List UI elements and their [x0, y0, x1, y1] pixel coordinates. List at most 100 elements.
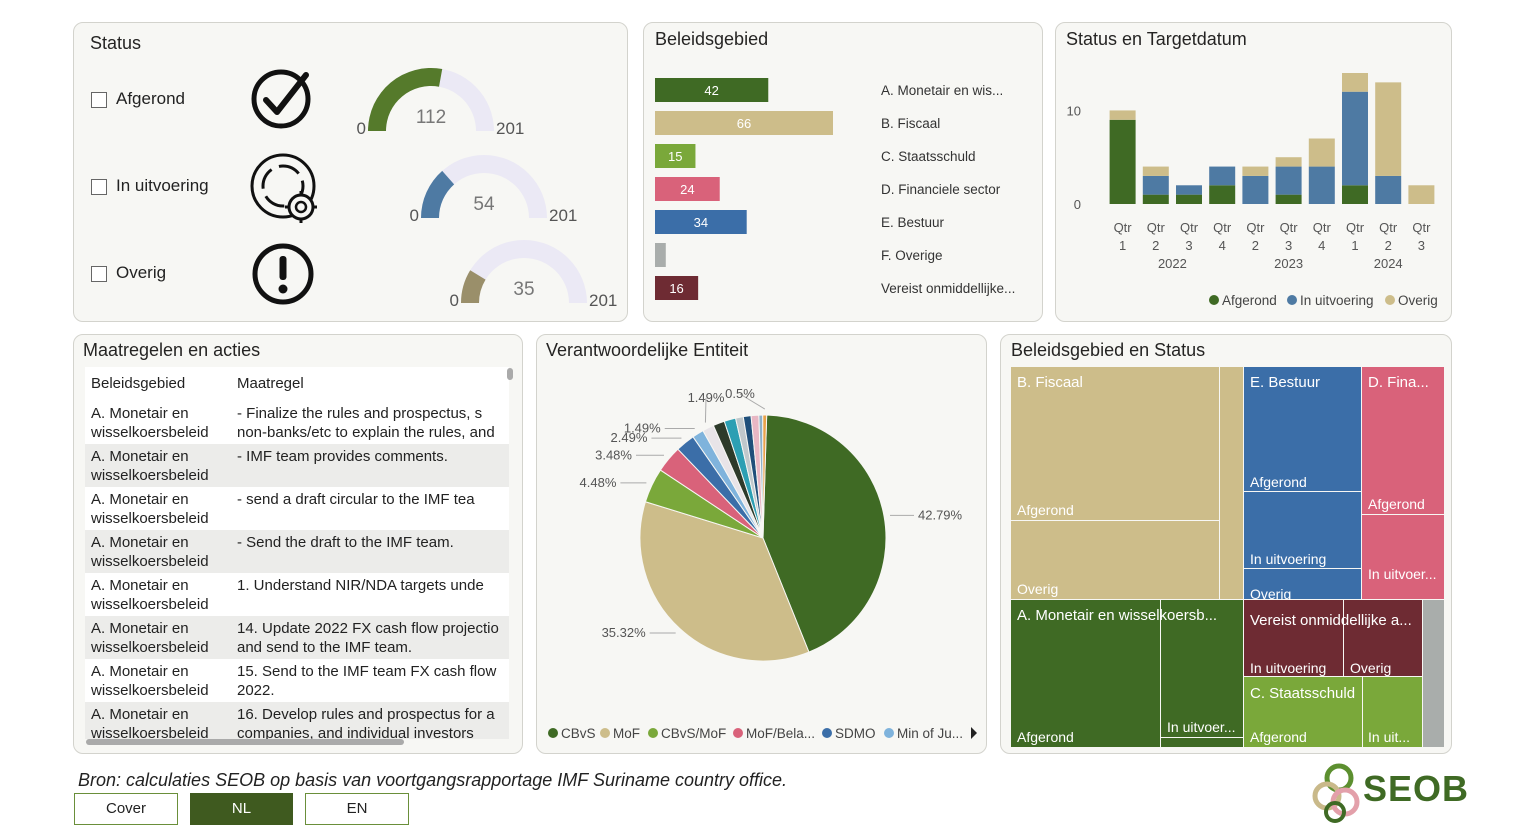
- stack-segment[interactable]: [1342, 185, 1368, 204]
- stack-segment[interactable]: [1242, 166, 1269, 176]
- stack-segment[interactable]: [1308, 166, 1335, 204]
- table-row[interactable]: A. Monetair en wisselkoersbeleid 1. Unders…: [85, 573, 509, 616]
- cell-text: 16. Develop rules and prospectus for a: [237, 706, 495, 723]
- pie-legend-label[interactable]: CBvS/MoF: [661, 726, 726, 741]
- seob-logo-text: SEOB: [1363, 768, 1470, 809]
- table-row[interactable]: A. Monetair en wisselkoersbeleid - IMF tea…: [85, 444, 509, 487]
- seob-logo: SEOB: [1305, 762, 1468, 824]
- x-year-label: 2023: [1274, 256, 1303, 271]
- tm-bestuur-overig[interactable]: [1244, 569, 1361, 599]
- tm-fina-afgerond[interactable]: [1362, 367, 1444, 514]
- stack-segment[interactable]: [1342, 73, 1368, 92]
- stack-segment[interactable]: [1109, 119, 1136, 204]
- stack-segment[interactable]: [1242, 175, 1269, 204]
- tm-monetair-uitv[interactable]: [1161, 600, 1243, 737]
- nl-button[interactable]: NL: [190, 793, 293, 825]
- cover-button[interactable]: Cover: [74, 793, 178, 825]
- in-uitvoering-label: In uitvoering: [116, 176, 209, 195]
- pie-slice[interactable]: [639, 501, 810, 662]
- bar-category-label: E. Bestuur: [881, 215, 945, 230]
- stack-segment[interactable]: [1209, 166, 1236, 186]
- col-header-beleidsgebied[interactable]: Beleidsgebied: [91, 375, 186, 392]
- x-year-label: 2024: [1374, 256, 1403, 271]
- table-row[interactable]: A. Monetair en wisselkoersbeleid - Send th…: [85, 530, 509, 573]
- legend-label[interactable]: Overig: [1398, 293, 1438, 308]
- table-row[interactable]: A. Monetair en wisselkoersbeleid - Finaliz…: [85, 401, 509, 444]
- stack-segment[interactable]: [1308, 138, 1335, 167]
- vertical-scrollbar[interactable]: [507, 368, 513, 380]
- stack-segment[interactable]: [1375, 82, 1402, 176]
- tm-bestuur-label: E. Bestuur: [1250, 374, 1321, 391]
- x-tick-label: Qtr: [1346, 220, 1365, 235]
- pie-legend-label[interactable]: MoF: [613, 726, 640, 741]
- pie-slice[interactable]: [762, 414, 768, 539]
- pie-legend-label[interactable]: SDMO: [835, 726, 876, 741]
- tm-staats-uitv[interactable]: [1363, 677, 1422, 747]
- bar-value-label: 24: [680, 182, 694, 197]
- stack-segment[interactable]: [1275, 166, 1302, 195]
- tm-vereist-overig[interactable]: [1344, 600, 1422, 676]
- pie-legend: CBvS MoF CBvS/MoF MoF/Bela... SDMO Min of Ju.…: [548, 726, 977, 741]
- overig-checkbox[interactable]: [91, 266, 107, 282]
- bar[interactable]: [655, 177, 720, 201]
- afgerond-checkbox[interactable]: [91, 92, 107, 108]
- bar[interactable]: [655, 78, 769, 102]
- tm-fiscaal-afgerond[interactable]: [1011, 367, 1219, 520]
- col-header-maatregel[interactable]: Maatregel: [237, 375, 304, 392]
- pie-legend-label[interactable]: CBvS: [561, 726, 596, 741]
- cell-text: 1. Understand NIR/NDA targets unde: [237, 577, 484, 594]
- beleidsgebied-title: Beleidsgebied: [655, 29, 769, 49]
- stack-segment[interactable]: [1209, 185, 1236, 204]
- tm-fiscaal-overig[interactable]: [1011, 521, 1219, 599]
- tm-monetair-rest[interactable]: [1161, 738, 1243, 747]
- stack-segment[interactable]: [1142, 175, 1169, 195]
- stack-segment[interactable]: [1375, 175, 1402, 204]
- legend-label[interactable]: Afgerond: [1222, 293, 1277, 308]
- tm-fiscaal-small[interactable]: [1220, 367, 1243, 599]
- tm-vereist-uitv[interactable]: [1244, 600, 1343, 676]
- bar-value-label: 42: [704, 83, 718, 98]
- bar[interactable]: [655, 210, 747, 234]
- tm-monetair-afgerond[interactable]: [1011, 600, 1160, 747]
- stack-segment[interactable]: [1342, 91, 1368, 186]
- table-row[interactable]: A. Monetair en wisselkoersbeleid 16. Devel…: [85, 702, 509, 739]
- table-row[interactable]: A. Monetair en wisselkoersbeleid 14. Updat…: [85, 616, 509, 659]
- bar-category-label: C. Staatsschuld: [881, 149, 976, 164]
- x-tick-label: 3: [1185, 238, 1192, 253]
- table-row[interactable]: A. Monetair en wisselkoersbeleid - send a …: [85, 487, 509, 530]
- in-uitvoering-checkbox[interactable]: [91, 179, 107, 195]
- tm-bestuur-afgerond[interactable]: [1244, 367, 1361, 491]
- horizontal-scrollbar[interactable]: [86, 739, 404, 745]
- stack-segment[interactable]: [1142, 166, 1169, 176]
- bar[interactable]: [655, 111, 833, 135]
- pie-slice[interactable]: [762, 414, 887, 653]
- legend-next-arrow-icon[interactable]: [971, 727, 977, 739]
- stack-segment[interactable]: [1142, 194, 1169, 204]
- x-tick-label: 2: [1385, 238, 1392, 253]
- bar[interactable]: [655, 276, 699, 300]
- pie-legend-label[interactable]: MoF/Bela...: [746, 726, 815, 741]
- pie-legend-label[interactable]: Min of Ju...: [897, 726, 963, 741]
- x-tick-label: Qtr: [1114, 220, 1133, 235]
- tm-overige[interactable]: [1423, 600, 1444, 747]
- tm-fina-uitv[interactable]: [1362, 515, 1444, 599]
- tm-staats-label: C. Staatsschuld: [1250, 685, 1356, 702]
- bar[interactable]: [655, 144, 696, 168]
- legend-label[interactable]: In uitvoering: [1300, 293, 1374, 308]
- gauge-fill: [368, 67, 443, 131]
- stack-segment[interactable]: [1275, 194, 1302, 204]
- stack-segment[interactable]: [1176, 194, 1202, 204]
- bar[interactable]: [655, 243, 666, 267]
- stack-segment[interactable]: [1275, 157, 1302, 167]
- stack-segment[interactable]: [1109, 110, 1136, 120]
- table-row[interactable]: A. Monetair en wisselkoersbeleid 15. Send …: [85, 659, 509, 702]
- tm-bestuur-uitv[interactable]: [1244, 492, 1361, 568]
- pie-data-label: 4.48%: [580, 475, 617, 490]
- cell-text: A. Monetair en: [91, 577, 189, 594]
- seob-logo-icon: [1312, 763, 1360, 823]
- stack-segment[interactable]: [1176, 185, 1202, 195]
- en-button[interactable]: EN: [305, 793, 409, 825]
- stack-segment[interactable]: [1408, 185, 1435, 204]
- tm-staats-afgerond[interactable]: [1244, 677, 1362, 747]
- cell-text: wisselkoersbeleid: [91, 467, 209, 484]
